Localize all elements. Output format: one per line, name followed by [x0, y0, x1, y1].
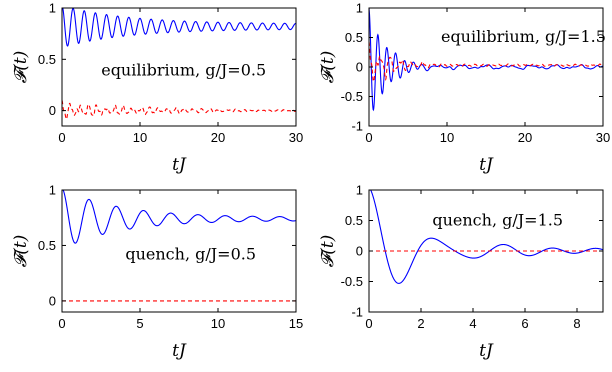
x-tick-label: 0	[365, 316, 372, 331]
x-tick-label: 0	[58, 316, 65, 331]
y-tick-label: 0	[356, 244, 363, 259]
y-tick-label: -1	[351, 305, 363, 320]
y-tick-label: 0	[356, 60, 363, 75]
x-tick-label: 20	[211, 130, 225, 145]
x-tick-label: 10	[133, 130, 147, 145]
plot-frame	[61, 189, 297, 313]
series-line-solid	[369, 190, 603, 284]
y-axis-label: 𝓕(t)	[318, 235, 338, 268]
series-line-solid	[62, 8, 296, 47]
x-tick-label: 30	[596, 130, 610, 145]
x-tick-label: 5	[136, 316, 143, 331]
chart-panel-bottom-left: 0 5 10 15 0 0.5 1 tJ 𝓕(t) quench, g/J=0.5	[11, 183, 303, 362]
chart-panel-top-left: 0 10 20 30 0 0.5 1 tJ 𝓕(t) equilibrium, g/J=0.5	[11, 1, 303, 176]
panel-annotation: quench, g/J=0.5	[125, 245, 256, 264]
y-tick-label: 0.5	[38, 238, 56, 253]
plot-frame	[61, 7, 297, 127]
x-tick-label: 20	[518, 130, 532, 145]
x-axis-label: tJ	[172, 155, 187, 175]
y-tick-label: 0	[49, 103, 56, 118]
x-tick-label: 10	[211, 316, 225, 331]
x-tick-label: 0	[365, 130, 372, 145]
y-tick-label: -0.5	[341, 89, 363, 104]
y-tick-label: 0.5	[345, 30, 363, 45]
panel-annotation: equilibrium, g/J=1.5	[441, 27, 606, 46]
plot-frame	[368, 7, 604, 127]
y-tick-label: -0.5	[341, 274, 363, 289]
series-line-solid	[369, 8, 603, 112]
x-tick-label: 15	[289, 316, 303, 331]
y-tick-label: 1	[49, 1, 56, 16]
x-axis-label: tJ	[479, 155, 494, 175]
series-line-dashed	[62, 100, 296, 120]
x-tick-label: 2	[417, 316, 424, 331]
y-axis-label: 𝓕(t)	[318, 51, 338, 84]
y-tick-label: 1	[49, 183, 56, 198]
panel-annotation: quench, g/J=1.5	[432, 210, 563, 229]
y-tick-label: 0.5	[345, 213, 363, 228]
chart-panel-top-right: 0 10 20 30 -1 -0.5 0 0.5 1 tJ 𝓕(t) equilibrium, g/J…	[318, 1, 610, 176]
x-tick-label: 6	[521, 316, 528, 331]
series-line-solid	[62, 190, 296, 244]
y-axis-label: 𝓕(t)	[11, 51, 31, 84]
panel-annotation: equilibrium, g/J=0.5	[101, 60, 266, 79]
y-tick-label: 0	[49, 293, 56, 308]
series-line-dashed	[369, 41, 603, 83]
y-tick-label: 1	[356, 183, 363, 198]
chart-panel-bottom-right: 0 2 4 6 8 -1 -0.5 0 0.5 1 tJ 𝓕(t) quench, g/J=1.5	[318, 183, 604, 361]
y-tick-label: 0.5	[38, 52, 56, 67]
x-tick-label: 4	[469, 316, 476, 331]
x-tick-label: 30	[289, 130, 303, 145]
x-axis-label: tJ	[172, 341, 187, 361]
y-tick-label: 1	[356, 1, 363, 16]
x-tick-label: 0	[58, 130, 65, 145]
x-axis-label: tJ	[479, 341, 494, 361]
y-axis-label: 𝓕(t)	[11, 235, 31, 268]
x-tick-label: 8	[573, 316, 580, 331]
y-tick-label: -1	[351, 119, 363, 134]
x-tick-label: 10	[440, 130, 454, 145]
